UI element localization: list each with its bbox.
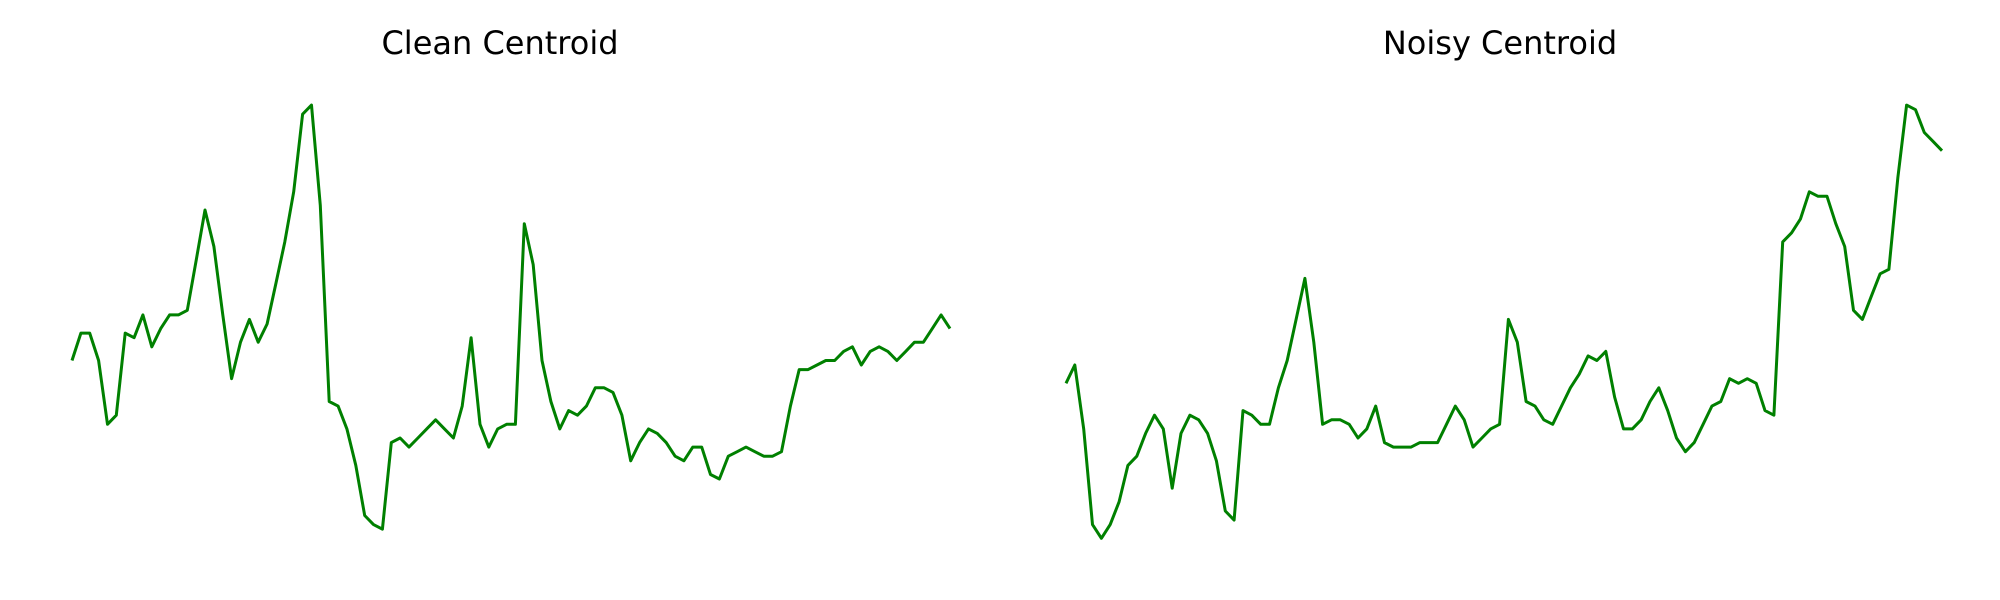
noisy-series-line <box>1064 103 1944 540</box>
clean-series-line <box>70 103 952 531</box>
chart-noisy-centroid: Noisy Centroid <box>1000 0 2000 600</box>
chart-clean-centroid: Clean Centroid <box>70 24 952 531</box>
chart-title: Noisy Centroid <box>1382 24 1618 62</box>
plot-area-clean <box>70 103 952 531</box>
plot-area-noisy <box>1064 103 1944 540</box>
chart-title: Clean Centroid <box>381 24 619 62</box>
